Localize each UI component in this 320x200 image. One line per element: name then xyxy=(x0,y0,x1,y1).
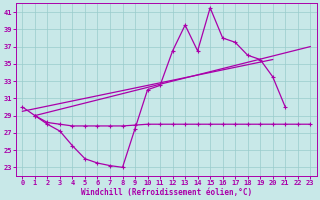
X-axis label: Windchill (Refroidissement éolien,°C): Windchill (Refroidissement éolien,°C) xyxy=(81,188,252,197)
